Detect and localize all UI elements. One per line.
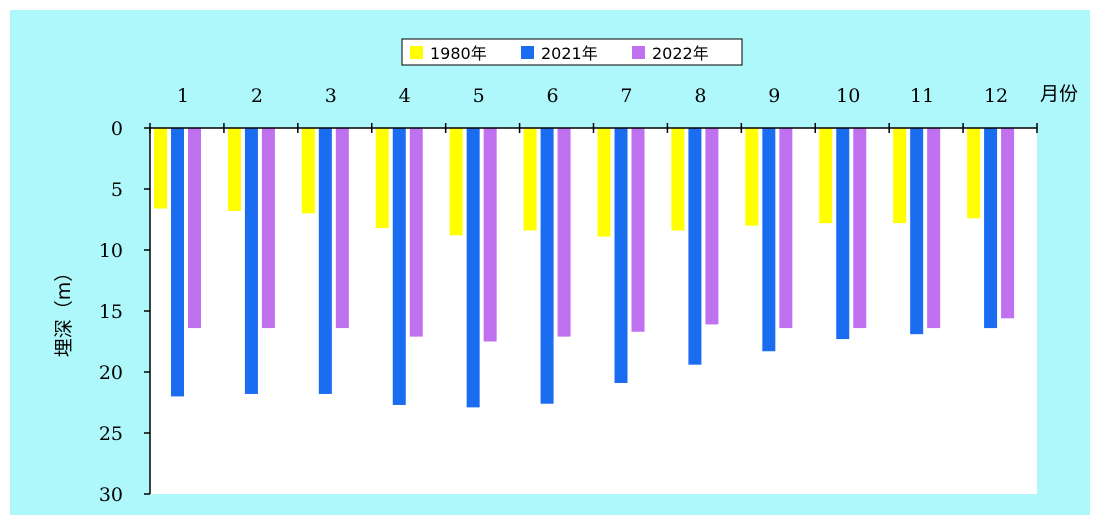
bar-1980-month-8 xyxy=(671,128,685,231)
bar-2021-month-3 xyxy=(318,128,332,394)
bar-2022-month-7 xyxy=(631,128,645,332)
bar-1980-month-4 xyxy=(375,128,389,229)
x-tick-label: 9 xyxy=(768,85,780,107)
x-tick-label: 3 xyxy=(325,85,337,107)
x-tick-label: 10 xyxy=(836,85,860,107)
x-tick-label: 4 xyxy=(399,85,411,107)
bar-2021-month-1 xyxy=(171,128,184,397)
bar-2022-month-5 xyxy=(483,128,497,342)
bar-2021-month-11 xyxy=(910,128,924,335)
bar-2021-month-4 xyxy=(392,128,406,405)
bar-2022-month-6 xyxy=(557,128,571,337)
legend-box xyxy=(401,38,743,66)
x-tick-label: 7 xyxy=(620,85,632,107)
bar-2022-month-11 xyxy=(927,128,941,329)
y-tick-label: 20 xyxy=(99,362,123,384)
bar-2021-month-2 xyxy=(244,128,258,394)
bar-2021-month-6 xyxy=(540,128,554,404)
y-tick-label: 0 xyxy=(111,118,123,140)
y-tick-label: 30 xyxy=(99,484,123,506)
x-tick-label: 8 xyxy=(694,85,706,107)
legend-swatch-1980 xyxy=(410,46,423,59)
bar-1980-month-1 xyxy=(154,128,167,209)
legend-label-2022: 2022年 xyxy=(652,44,709,63)
x-tick-label: 12 xyxy=(984,85,1008,107)
bar-2021-month-10 xyxy=(836,128,850,340)
bar-2022-month-9 xyxy=(779,128,793,329)
bar-1980-month-11 xyxy=(893,128,907,224)
bar-1980-month-3 xyxy=(301,128,315,214)
x-tick-label: 5 xyxy=(473,85,485,107)
y-tick-label: 10 xyxy=(99,240,123,262)
bar-2022-month-10 xyxy=(853,128,867,329)
bar-2021-month-8 xyxy=(688,128,702,365)
bar-2022-month-4 xyxy=(409,128,423,337)
bar-2022-month-8 xyxy=(705,128,719,325)
x-tick-label: 2 xyxy=(251,85,263,107)
x-axis-title: 月份 xyxy=(1040,83,1078,105)
bar-2021-month-5 xyxy=(466,128,480,408)
x-tick-label: 11 xyxy=(910,85,934,107)
bar-1980-month-12 xyxy=(967,128,981,219)
plot-area xyxy=(150,128,1037,494)
legend-swatch-2022 xyxy=(632,46,645,59)
legend-swatch-2021 xyxy=(521,46,534,59)
y-axis-title: 埋深（m） xyxy=(53,263,75,358)
legend: 1980年 2021年 2022年 xyxy=(401,38,743,66)
bar-2021-month-9 xyxy=(762,128,776,352)
legend-label-1980: 1980年 xyxy=(430,44,487,63)
bar-1980-month-9 xyxy=(745,128,759,226)
bar-1980-month-7 xyxy=(597,128,611,237)
bar-2021-month-12 xyxy=(984,128,998,329)
bars-layer xyxy=(154,128,1015,408)
x-tick-label: 1 xyxy=(177,85,189,107)
bar-1980-month-2 xyxy=(227,128,241,211)
bar-2021-month-7 xyxy=(614,128,628,383)
y-tick-label: 5 xyxy=(111,179,123,201)
bar-2022-month-12 xyxy=(1001,128,1015,319)
x-tick-label: 6 xyxy=(546,85,558,107)
y-tick-label: 25 xyxy=(99,423,123,445)
bar-1980-month-6 xyxy=(523,128,537,231)
bar-1980-month-5 xyxy=(449,128,463,236)
bar-1980-month-10 xyxy=(819,128,833,224)
bar-2022-month-1 xyxy=(188,128,201,329)
legend-label-2021: 2021年 xyxy=(541,44,598,63)
y-tick-label: 15 xyxy=(99,301,123,323)
bar-2022-month-3 xyxy=(335,128,349,329)
bar-2022-month-2 xyxy=(261,128,275,329)
